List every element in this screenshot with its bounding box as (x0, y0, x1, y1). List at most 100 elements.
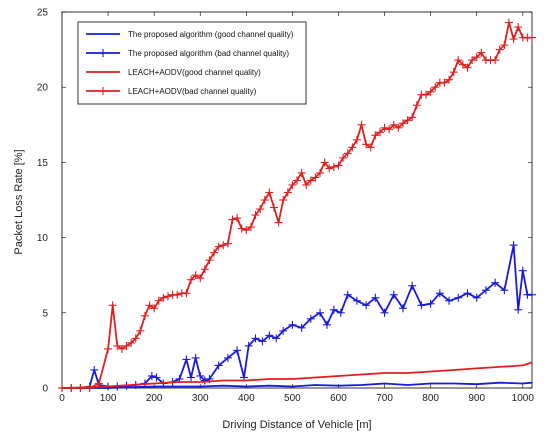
y-tick-label: 5 (42, 308, 48, 319)
data-point (269, 203, 278, 212)
data-point (422, 90, 431, 99)
x-tick-label: 900 (468, 393, 485, 404)
x-tick-label: 600 (330, 393, 347, 404)
data-point (375, 128, 384, 137)
data-point (104, 344, 113, 353)
series-line (61, 361, 533, 389)
data-point (343, 149, 352, 158)
data-point (187, 275, 196, 284)
data-point (322, 320, 331, 329)
data-point (147, 371, 156, 380)
data-point (408, 113, 417, 122)
y-tick-label: 25 (37, 8, 49, 19)
data-point (408, 281, 417, 290)
data-point (398, 119, 407, 128)
data-point (339, 153, 348, 162)
data-point (196, 371, 205, 380)
data-point (380, 123, 389, 132)
data-point (90, 365, 99, 374)
data-point (325, 164, 334, 173)
data-point (223, 239, 232, 248)
plot-frame (61, 11, 533, 389)
x-tick-label: 0 (59, 393, 65, 404)
data-point (472, 293, 481, 302)
data-point (481, 286, 490, 295)
y-tick-label: 20 (37, 83, 49, 94)
data-point (265, 188, 274, 197)
series-2 (58, 241, 536, 392)
data-point (472, 53, 481, 62)
data-point (131, 334, 140, 343)
y-axis-title: Packet Loss Rate [%] (13, 149, 25, 254)
data-point (94, 379, 103, 388)
data-point (145, 301, 154, 310)
data-point (320, 158, 329, 167)
data-point (274, 218, 283, 227)
x-tick-label: 700 (376, 393, 393, 404)
data-point (445, 75, 454, 84)
data-point (297, 168, 306, 177)
data-point (385, 125, 394, 134)
data-point (117, 344, 126, 353)
data-point (362, 140, 371, 149)
data-point (122, 341, 131, 350)
data-point (191, 271, 200, 280)
data-point (500, 286, 509, 295)
data-point (500, 41, 509, 50)
data-point (196, 274, 205, 283)
data-point (514, 305, 523, 314)
data-point (426, 87, 435, 96)
data-point (371, 131, 380, 140)
data-point (251, 211, 260, 220)
data-point (99, 49, 107, 57)
data-point (336, 308, 345, 317)
data-point (244, 341, 253, 350)
data-point (152, 373, 161, 382)
data-point (306, 314, 315, 323)
data-point (412, 101, 421, 110)
chart-legend: The proposed algorithm (good channel qua… (77, 21, 307, 105)
series-1 (62, 381, 533, 389)
data-point (514, 23, 523, 32)
data-point (316, 308, 325, 317)
x-tick-label: 100 (100, 393, 117, 404)
data-point (173, 290, 182, 299)
data-point (352, 296, 361, 305)
data-point (237, 224, 246, 233)
x-tick-label: 1000 (512, 393, 535, 404)
x-tick-label: 200 (146, 393, 163, 404)
data-point (293, 176, 301, 185)
data-point (258, 337, 267, 346)
data-point (85, 384, 94, 392)
data-point (233, 346, 242, 355)
data-point (454, 56, 463, 65)
data-point (283, 188, 292, 197)
data-point (371, 293, 380, 302)
data-point (394, 123, 403, 132)
data-point (435, 289, 444, 298)
data-point (518, 266, 527, 275)
data-point (352, 135, 361, 144)
data-point (272, 334, 281, 343)
data-point (329, 305, 338, 314)
data-point (108, 301, 117, 310)
data-point (362, 301, 371, 310)
data-point (256, 205, 265, 214)
data-point (159, 293, 168, 302)
data-point (495, 45, 504, 54)
x-tick-label: 400 (238, 393, 255, 404)
data-point (458, 60, 467, 69)
data-point (306, 176, 315, 185)
data-point (279, 196, 288, 204)
data-point (504, 18, 513, 27)
data-point (205, 256, 214, 265)
data-point (509, 241, 518, 250)
data-point (113, 341, 122, 350)
data-point (343, 290, 352, 299)
data-point (491, 56, 500, 65)
data-point (182, 289, 191, 298)
data-point (398, 304, 407, 313)
data-point (403, 116, 412, 125)
x-tick-label: 300 (192, 393, 209, 404)
data-point (140, 311, 149, 320)
